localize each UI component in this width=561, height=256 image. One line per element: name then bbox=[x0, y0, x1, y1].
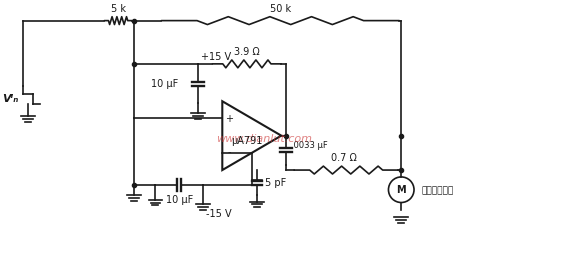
Text: 10 μF: 10 μF bbox=[151, 79, 178, 89]
Text: 直流伺服电机: 直流伺服电机 bbox=[422, 186, 454, 195]
Text: μA791: μA791 bbox=[231, 136, 263, 146]
Text: 50 k: 50 k bbox=[270, 4, 291, 14]
Text: www.dianlut.com: www.dianlut.com bbox=[215, 134, 311, 144]
Text: .0033 μF: .0033 μF bbox=[291, 141, 328, 150]
Text: -15 V: -15 V bbox=[205, 209, 231, 219]
Text: +: + bbox=[225, 114, 233, 124]
Text: M: M bbox=[397, 185, 406, 195]
Text: +15 V: +15 V bbox=[201, 52, 231, 62]
Text: 3.9 Ω: 3.9 Ω bbox=[234, 47, 260, 57]
Text: 0.7 Ω: 0.7 Ω bbox=[331, 153, 357, 163]
Text: 5 k: 5 k bbox=[111, 4, 126, 14]
Text: 5 pF: 5 pF bbox=[265, 178, 286, 188]
Text: Vᴵₙ: Vᴵₙ bbox=[2, 94, 19, 104]
Text: 10 μF: 10 μF bbox=[167, 195, 194, 205]
Text: -: - bbox=[227, 147, 231, 157]
